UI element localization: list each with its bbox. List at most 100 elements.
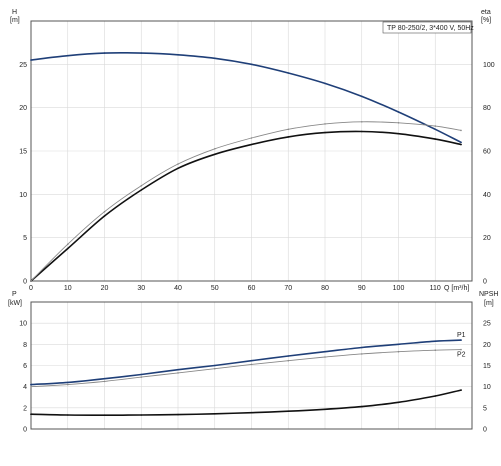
series-point [250, 63, 253, 66]
series-point [177, 413, 179, 416]
series-point [250, 411, 253, 414]
right-y-tick-label: 60 [483, 149, 491, 156]
x-tick-label: 50 [211, 285, 219, 292]
series-point [397, 132, 400, 135]
series-point [140, 376, 143, 378]
top-ticks: 0 10 20 30 40 50 60 70 80 90 100 110 0 5 10 15 20 25 0 20 40… [19, 62, 495, 292]
right-y-tick-label: 15 [483, 363, 491, 370]
series-point [103, 380, 106, 383]
left-y-tick-label: 0 [23, 427, 27, 434]
series-point [177, 368, 179, 371]
series-point [361, 121, 363, 123]
left-y-tick-label: 4 [23, 384, 27, 391]
right-y-tick-label: 0 [483, 427, 487, 434]
series-point [287, 359, 290, 362]
series-point [361, 346, 363, 349]
series-point [140, 373, 143, 376]
series-point [460, 348, 462, 351]
x-tick-label: 110 [430, 285, 441, 292]
left-y-tick-label: 0 [23, 279, 27, 286]
series-point [287, 355, 290, 357]
x-tick-label: 100 [393, 285, 405, 292]
series-point [434, 395, 437, 397]
left-y-tick-label: 5 [23, 235, 27, 242]
series-point [103, 215, 106, 217]
series-point [397, 122, 400, 124]
top-left-axis-label-line1: H [12, 9, 17, 16]
series-line-1-2 [30, 389, 462, 416]
series-label-p2: P2 [457, 352, 466, 359]
series-point [287, 72, 290, 74]
series-point [103, 52, 106, 54]
series-point [250, 137, 253, 139]
right-y-tick-label: 0 [483, 279, 487, 286]
series-point [460, 389, 462, 391]
series-point [177, 163, 179, 165]
series-point [324, 356, 326, 358]
bottom-right-axis-label-line1: NPSH [479, 291, 498, 298]
bottom-right-axis-label-line2: [m] [484, 300, 494, 307]
series-point [177, 54, 179, 56]
series-point [287, 410, 290, 413]
top-curves [30, 52, 462, 282]
top-grid [30, 21, 472, 282]
series-point [250, 143, 253, 146]
series-point [67, 243, 69, 245]
series-point [287, 128, 290, 131]
bottom-panel: P1 P2 0 2 4 6 8 10 0 5 10 15 20 25 P [kW] NPSH [m] [8, 291, 498, 434]
series-point [103, 210, 106, 213]
series-point [140, 52, 143, 54]
series-point [67, 414, 69, 416]
series-point [67, 247, 69, 250]
left-y-tick-label: 10 [19, 321, 27, 328]
series-point [214, 367, 216, 370]
series-line-1-1 [30, 349, 462, 388]
bottom-ticks: 0 2 4 6 8 10 0 5 10 15 20 25 [19, 321, 491, 434]
bottom-grid [30, 302, 472, 430]
right-y-tick-label: 20 [483, 342, 491, 349]
series-point [250, 363, 253, 366]
series-point [30, 413, 32, 416]
right-y-tick-label: 40 [483, 192, 491, 199]
title-box [382, 21, 472, 34]
right-y-tick-label: 100 [483, 62, 495, 69]
series-point [434, 340, 437, 343]
chart-title: TP 80-250/2, 3*400 V, 50Hz [387, 25, 474, 32]
series-point [324, 82, 326, 85]
left-y-tick-label: 20 [19, 105, 27, 112]
x-tick-label: 30 [137, 285, 145, 292]
series-point [397, 111, 400, 113]
x-tick-label: 80 [321, 285, 329, 292]
series-point [214, 148, 216, 150]
left-y-tick-label: 6 [23, 363, 27, 370]
series-point [214, 413, 216, 415]
bottom-plot-frame [30, 301, 473, 430]
series-point [397, 350, 400, 353]
top-left-axis-label-line2: [m] [10, 17, 20, 24]
x-tick-label: 90 [358, 285, 366, 292]
series-point [30, 383, 32, 386]
bottom-curves: P1 P2 [30, 332, 466, 417]
series-point [324, 408, 326, 411]
series-point [361, 130, 363, 133]
series-point [67, 383, 69, 386]
right-y-tick-label: 80 [483, 105, 491, 112]
series-point [361, 95, 363, 98]
series-point [324, 123, 326, 125]
series-point [361, 405, 363, 408]
left-y-tick-label: 2 [23, 405, 27, 412]
series-point [324, 350, 326, 353]
series-line-0-1 [30, 130, 462, 282]
right-y-tick-label: 10 [483, 384, 491, 391]
left-y-tick-label: 25 [19, 62, 27, 69]
series-point [103, 377, 106, 380]
series-point [30, 59, 32, 61]
left-y-tick-label: 8 [23, 342, 27, 349]
x-tick-label: 40 [174, 285, 182, 292]
series-point [30, 280, 32, 282]
series-point [460, 143, 462, 146]
top-panel: 0 10 20 30 40 50 60 70 80 90 100 110 0 5 10 15 20 25 0 20 40… [10, 9, 495, 292]
series-point [287, 136, 290, 138]
series-point [434, 125, 437, 127]
